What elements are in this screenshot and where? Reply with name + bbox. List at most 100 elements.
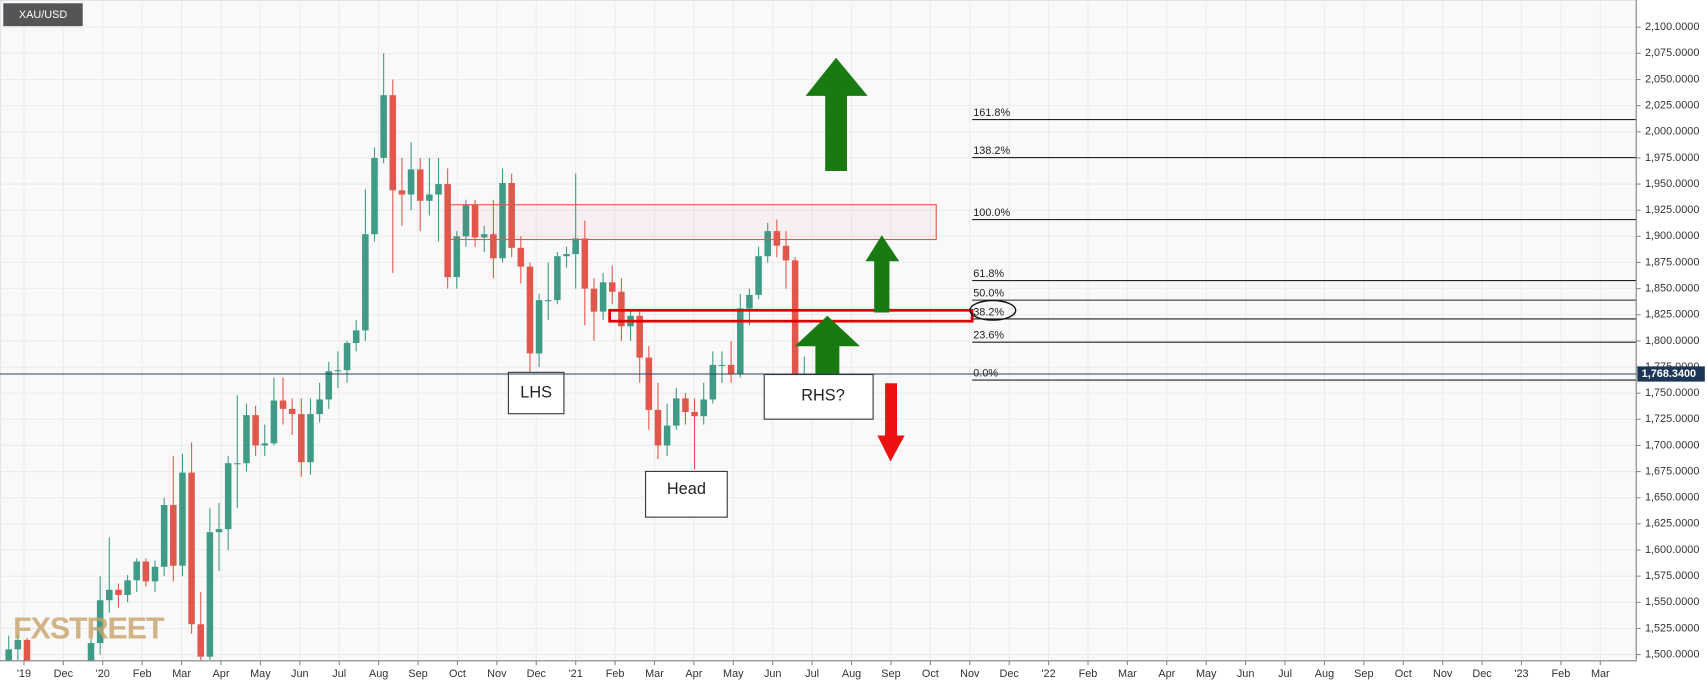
- x-tick-label: Jun: [291, 668, 309, 680]
- x-tick-label: Feb: [1552, 668, 1571, 680]
- candle-body: [535, 300, 543, 354]
- candle-body: [215, 529, 223, 533]
- neckline-zone: [608, 308, 974, 323]
- y-tick-label: 1,600.0000: [1645, 544, 1699, 556]
- candle-body: [636, 315, 643, 358]
- x-tick-label: Nov: [960, 668, 980, 680]
- x-tick-label: Mar: [645, 668, 664, 680]
- watermark: FXSTREET: [13, 611, 165, 645]
- candle-body: [79, 677, 86, 680]
- x-tick-label: '20: [96, 668, 110, 680]
- candle-body: [791, 260, 799, 379]
- x-tick-label: Dec: [1472, 668, 1492, 680]
- fib: 161.8% 138.2% 100.0% 61.8% 50.0% 38.2% 23.6% 0.…: [972, 107, 1637, 381]
- candle-body: [96, 600, 104, 644]
- candle-body: [380, 95, 387, 158]
- y-tick-label: 1,750.0000: [1645, 387, 1699, 399]
- candle-body: [343, 342, 351, 371]
- candle-body: [188, 472, 195, 625]
- y-tick-label: 1,525.0000: [1645, 622, 1699, 634]
- annotation-text: RHS?: [801, 387, 845, 405]
- candle-body: [160, 505, 168, 567]
- candle-body: [673, 398, 680, 426]
- x-tick-label: Oct: [1395, 668, 1412, 680]
- candle-body: [554, 256, 561, 301]
- x-tick-label: '22: [1041, 668, 1055, 680]
- last-price-box: [1637, 366, 1705, 382]
- up-arrow: [794, 315, 861, 376]
- fib-label: 50.0%: [973, 287, 1004, 299]
- candle-body: [270, 400, 278, 444]
- annotation-box: [645, 470, 728, 518]
- candle-body: [462, 204, 470, 237]
- candles: [5, 53, 808, 687]
- annotation-text: Head: [667, 480, 706, 498]
- x-tick-label: '21: [569, 668, 583, 680]
- candle-body: [508, 183, 515, 248]
- x-tick-label: Sep: [881, 668, 900, 680]
- candle-body: [115, 589, 122, 595]
- y-tick-label: 2,000.0000: [1645, 126, 1699, 138]
- candle-body: [316, 399, 323, 415]
- drawings: LHS Head RHS? XAU/USD FXSTREET: [3, 3, 974, 645]
- y-tick-label: 1,550.0000: [1645, 596, 1699, 608]
- candle-body: [261, 443, 269, 446]
- y-tick-label: 1,800.0000: [1645, 335, 1699, 347]
- fib-label: 0.0%: [973, 367, 998, 379]
- up-arrow: [865, 235, 900, 313]
- y-tick-label: 1,650.0000: [1645, 492, 1699, 504]
- x-tick-label: Feb: [606, 668, 625, 680]
- candle-body: [362, 234, 369, 331]
- y-tick-label: 1,925.0000: [1645, 204, 1699, 216]
- candle-body: [416, 169, 424, 201]
- x-tick-label: '23: [1514, 668, 1528, 680]
- candle-body: [14, 639, 22, 650]
- y-tick-label: 2,100.0000: [1645, 21, 1699, 33]
- x-tick-label: Jul: [805, 668, 819, 680]
- annotation-text: LHS: [520, 383, 552, 401]
- candle-body: [435, 184, 442, 195]
- x-tick-label: '19: [17, 668, 31, 680]
- candle-body: [298, 414, 305, 463]
- y-tick-label: 1,900.0000: [1645, 230, 1699, 242]
- candle-body: [334, 370, 342, 372]
- y-tick-label: 1,950.0000: [1645, 178, 1699, 190]
- candle-body: [544, 300, 552, 302]
- candle-body: [691, 411, 698, 417]
- candle-body: [663, 425, 671, 446]
- candle-body: [599, 282, 607, 312]
- candle-body: [773, 231, 781, 246]
- candle-body: [69, 680, 76, 687]
- annotation-box: [507, 371, 565, 415]
- y-tick-label: 1,850.0000: [1645, 282, 1699, 294]
- x-tick-label: Oct: [449, 668, 466, 680]
- y-tick-label: 1,975.0000: [1645, 152, 1699, 164]
- candle-body: [371, 157, 378, 235]
- candle-body: [608, 282, 616, 292]
- fib-label: 161.8%: [973, 107, 1010, 119]
- x-tick-label: Jul: [332, 668, 346, 680]
- candle-body: [151, 566, 159, 582]
- y-tick-label: 2,025.0000: [1645, 100, 1699, 112]
- y-tick-label: 1,875.0000: [1645, 256, 1699, 268]
- candle-body: [490, 234, 497, 259]
- last-price-label: 1,768.3400: [1642, 368, 1696, 380]
- candle-body: [234, 463, 241, 465]
- x-tick-label: Aug: [842, 668, 861, 680]
- candle-body: [499, 183, 506, 259]
- candle-body: [398, 190, 406, 195]
- candle-body: [645, 357, 653, 410]
- x-tick-label: Feb: [133, 668, 152, 680]
- symbol-box: [3, 3, 83, 27]
- candle-body: [755, 256, 762, 295]
- candle-body: [737, 308, 744, 375]
- candle-body: [206, 532, 214, 657]
- candle-body: [124, 580, 131, 595]
- y-tick-label: 1,825.0000: [1645, 309, 1699, 321]
- fib-label: 100.0%: [973, 207, 1010, 219]
- candle-body: [170, 505, 177, 566]
- x-tick-label: May: [1196, 668, 1217, 680]
- x-tick-label: Apr: [1158, 668, 1175, 680]
